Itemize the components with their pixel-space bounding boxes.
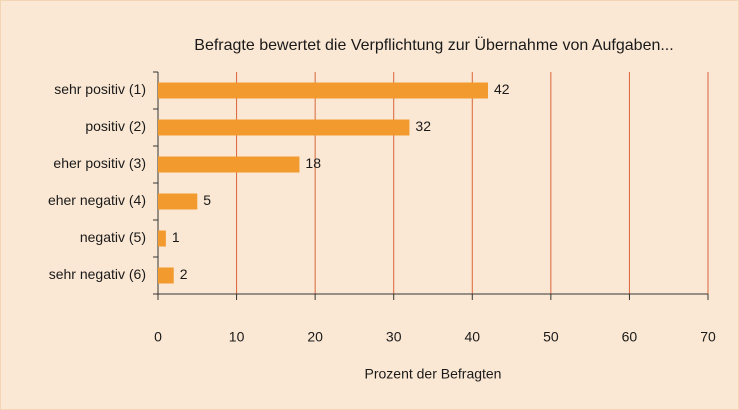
data-label: 32 xyxy=(415,118,431,134)
y-tick-label: negativ (5) xyxy=(80,229,146,245)
bar xyxy=(158,156,300,173)
x-axis-label: Prozent der Befragten xyxy=(365,366,502,382)
data-label: 42 xyxy=(494,81,510,97)
x-tick-label: 40 xyxy=(464,329,480,345)
x-tick-label: 70 xyxy=(700,329,716,345)
bar xyxy=(158,230,166,247)
x-tick-label: 10 xyxy=(229,329,245,345)
x-tick-label: 0 xyxy=(154,329,162,345)
x-tick-label: 60 xyxy=(622,329,638,345)
y-tick-label: sehr negativ (6) xyxy=(49,266,146,282)
bar xyxy=(158,267,174,284)
y-tick-label: eher negativ (4) xyxy=(48,192,146,208)
x-tick-label: 50 xyxy=(543,329,559,345)
x-tick-label: 20 xyxy=(307,329,323,345)
bar xyxy=(158,193,198,210)
data-label: 18 xyxy=(305,155,321,171)
data-label: 1 xyxy=(172,229,180,245)
x-tick-label: 30 xyxy=(386,329,402,345)
y-tick-label: sehr positiv (1) xyxy=(54,81,146,97)
chart-title: Befragte bewertet die Verpflichtung zur … xyxy=(194,36,673,54)
y-tick-label: eher positiv (3) xyxy=(53,155,146,171)
bar xyxy=(158,119,410,136)
y-tick-label: positiv (2) xyxy=(85,118,146,134)
bar xyxy=(158,82,488,99)
data-label: 5 xyxy=(203,192,211,208)
data-label: 2 xyxy=(180,266,188,282)
